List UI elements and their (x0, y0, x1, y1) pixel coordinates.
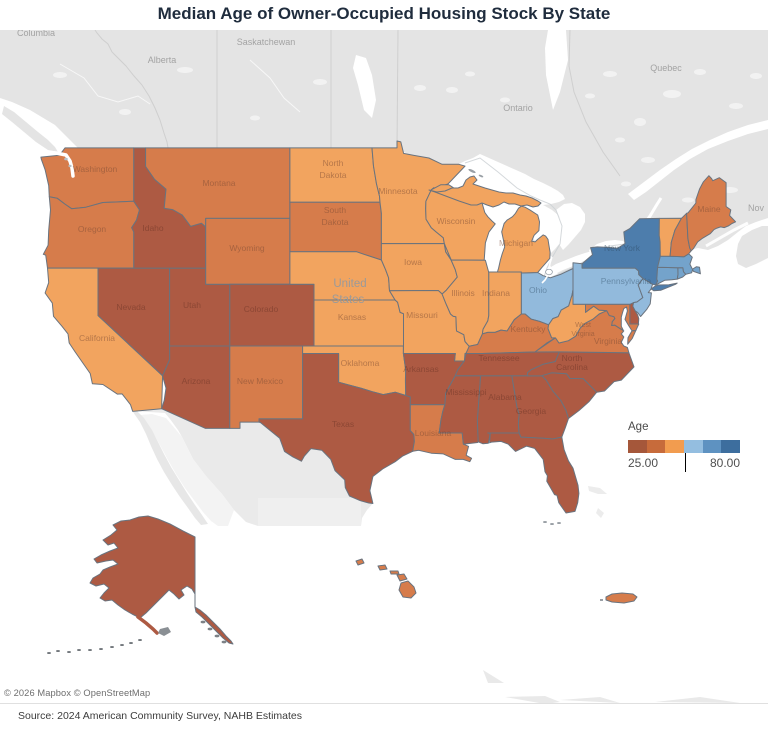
svg-text:New Mexico: New Mexico (237, 376, 284, 386)
svg-text:West: West (575, 322, 591, 329)
svg-text:Columbia: Columbia (17, 30, 55, 38)
svg-text:Nov: Nov (748, 203, 765, 213)
svg-text:Arizona: Arizona (182, 376, 211, 386)
svg-text:Louisiana: Louisiana (415, 428, 452, 438)
svg-text:Dakota: Dakota (322, 217, 349, 227)
svg-text:New York: New York (604, 243, 641, 253)
svg-text:Nevada: Nevada (116, 302, 146, 312)
svg-text:Kentucky: Kentucky (511, 324, 547, 334)
svg-text:North: North (562, 353, 583, 363)
svg-text:South: South (324, 205, 346, 215)
svg-text:Texas: Texas (332, 419, 354, 429)
svg-text:California: California (79, 333, 115, 343)
svg-text:Michigan: Michigan (499, 238, 533, 248)
svg-text:United: United (333, 278, 366, 290)
svg-text:States: States (332, 294, 365, 306)
svg-text:Ontario: Ontario (503, 103, 533, 113)
svg-text:Kansas: Kansas (338, 312, 366, 322)
svg-text:Pennsylvania: Pennsylvania (601, 276, 652, 286)
svg-text:Virginia: Virginia (571, 331, 594, 338)
svg-text:Iowa: Iowa (404, 257, 422, 267)
svg-text:Alabama: Alabama (488, 392, 522, 402)
svg-text:Oklahoma: Oklahoma (341, 358, 380, 368)
svg-text:Carolina: Carolina (556, 362, 588, 372)
svg-text:Tennessee: Tennessee (478, 353, 519, 363)
svg-text:Alberta: Alberta (148, 55, 177, 65)
svg-text:Wisconsin: Wisconsin (437, 216, 476, 226)
svg-text:Minnesota: Minnesota (378, 186, 417, 196)
svg-text:Dakota: Dakota (320, 170, 347, 180)
svg-text:Virginia: Virginia (594, 336, 622, 346)
svg-text:Missouri: Missouri (406, 310, 438, 320)
svg-text:Washington: Washington (73, 164, 118, 174)
svg-text:Oregon: Oregon (78, 224, 107, 234)
svg-text:Montana: Montana (202, 178, 235, 188)
svg-text:Illinois: Illinois (451, 288, 475, 298)
svg-text:North: North (323, 158, 344, 168)
svg-text:Saskatchewan: Saskatchewan (237, 37, 296, 47)
svg-text:Arkansas: Arkansas (403, 364, 438, 374)
svg-text:Wyoming: Wyoming (229, 243, 265, 253)
svg-text:Indiana: Indiana (482, 288, 510, 298)
svg-text:Maine: Maine (697, 204, 720, 214)
svg-text:Ohio: Ohio (529, 285, 547, 295)
svg-text:Idaho: Idaho (142, 223, 164, 233)
svg-text:Utah: Utah (183, 300, 201, 310)
svg-text:Quebec: Quebec (650, 63, 682, 73)
svg-text:Georgia: Georgia (516, 406, 547, 416)
svg-text:Mississippi: Mississippi (445, 387, 486, 397)
svg-text:Colorado: Colorado (244, 304, 279, 314)
